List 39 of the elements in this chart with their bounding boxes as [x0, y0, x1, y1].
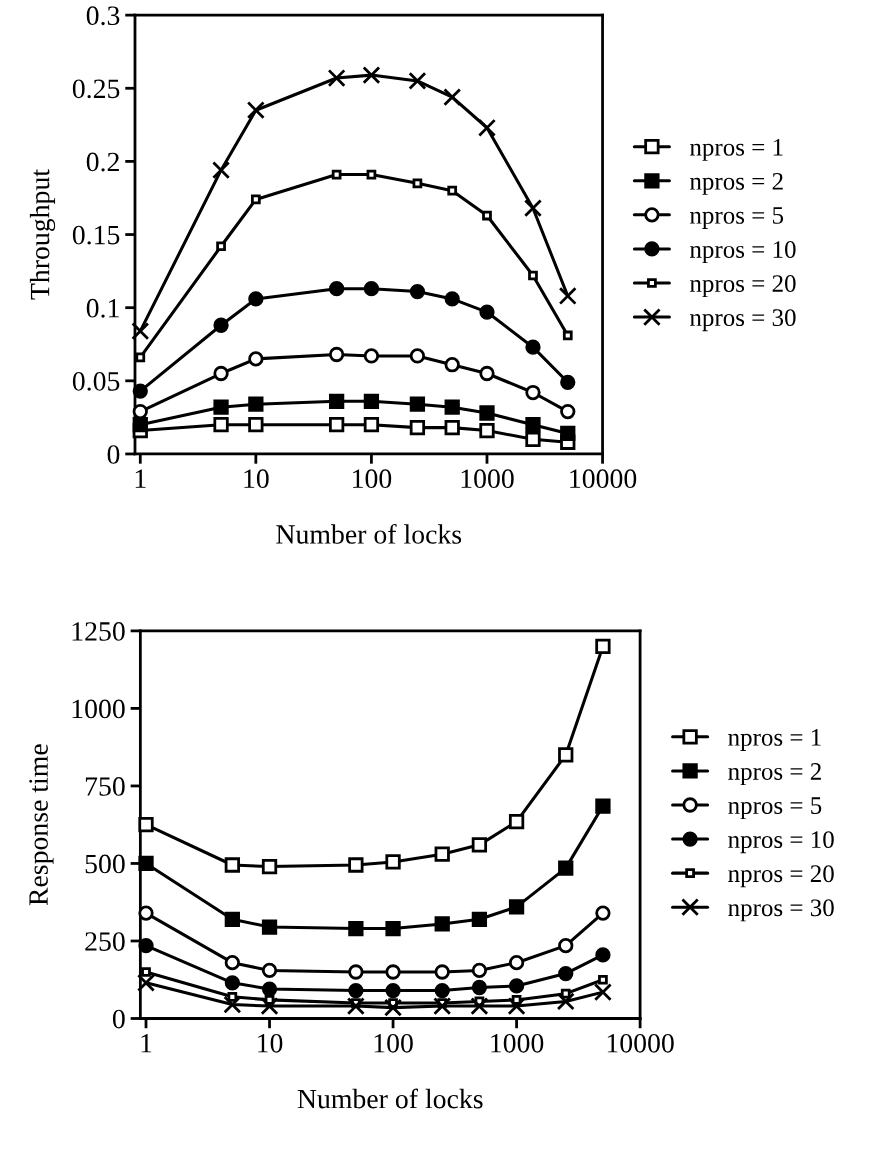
legend-label: npros = 2 — [728, 763, 821, 785]
x-axis-title: Number of locks — [297, 1088, 483, 1109]
x-tick-label: 1 — [135, 469, 146, 488]
legend-label: npros = 20 — [689, 275, 796, 298]
x-axis-title: Number of locks — [276, 524, 462, 544]
y-tick-label: 500 — [85, 854, 125, 874]
legend-label: npros = 20 — [728, 865, 834, 888]
x-tick-label: 1000 — [461, 469, 514, 489]
legend-label: npros = 2 — [689, 172, 783, 195]
y-tick-label: 0.25 — [72, 79, 120, 99]
y-axis-title: Throughput — [29, 169, 56, 300]
y-tick-label: 750 — [85, 777, 125, 796]
y-axis-title: Response time — [29, 744, 54, 906]
legend-label: npros = 5 — [728, 797, 822, 820]
legend-label: npros = 10 — [728, 831, 834, 854]
legend-label: npros = 1 — [728, 729, 821, 751]
legend-label: npros = 30 — [689, 309, 796, 332]
y-tick-label: 0.05 — [72, 371, 120, 391]
y-tick-label: 0 — [112, 1009, 125, 1029]
x-tick-label: 100 — [353, 469, 392, 489]
x-tick-label: 1 — [141, 1034, 152, 1053]
x-tick-label: 10000 — [570, 469, 637, 489]
y-tick-label: 0.2 — [86, 152, 119, 172]
x-tick-label: 10 — [244, 469, 269, 489]
y-tick-label: 250 — [85, 932, 125, 951]
legend-label: npros = 30 — [728, 899, 834, 922]
x-tick-label: 1000 — [491, 1033, 544, 1053]
legend-label: npros = 5 — [689, 207, 784, 229]
x-tick-label: 100 — [374, 1033, 413, 1053]
x-tick-label: 10 — [258, 1033, 283, 1053]
legend-label: npros = 10 — [689, 241, 796, 263]
y-tick-label: 0 — [107, 445, 120, 464]
legend-label: npros = 1 — [689, 138, 783, 161]
y-tick-label: 0.15 — [72, 225, 120, 245]
y-tick-label: 1250 — [72, 622, 125, 641]
y-tick-label: 1000 — [72, 699, 125, 719]
y-tick-label: 0.1 — [86, 298, 119, 318]
y-tick-label: 0.3 — [86, 6, 120, 26]
x-tick-label: 10000 — [607, 1033, 674, 1053]
